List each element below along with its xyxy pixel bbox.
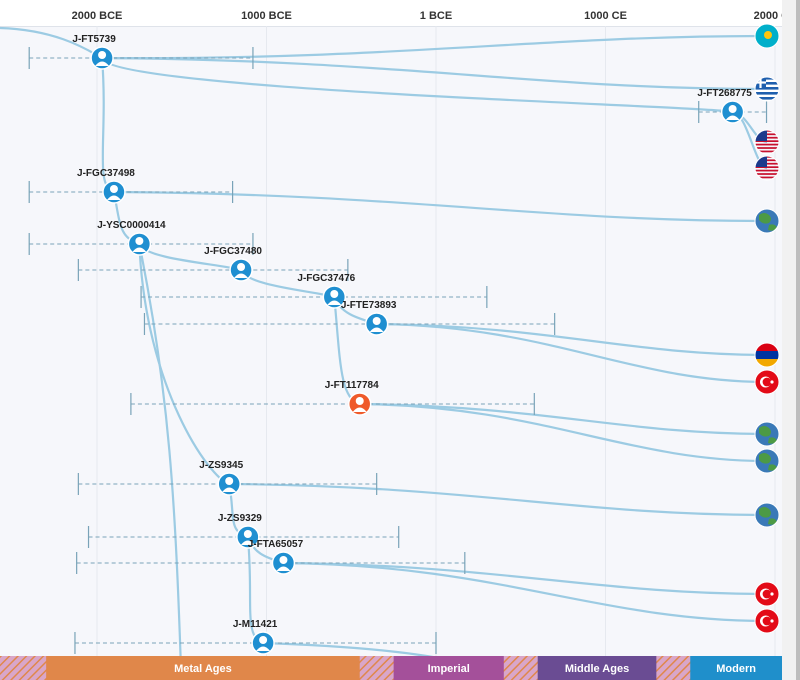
person-icon (109, 185, 118, 193)
person-icon-body (95, 61, 110, 66)
usa-flag-icon[interactable] (754, 129, 780, 155)
node-fta65057[interactable]: J-FTA65057 (248, 539, 304, 575)
leaf-branch (359, 402, 768, 463)
person-icon (225, 477, 234, 485)
turkey-flag-icon[interactable] (754, 369, 780, 395)
era-label: Middle Ages (565, 663, 629, 675)
era-modern[interactable] (690, 656, 782, 680)
leaf-branch (113, 190, 768, 223)
node-label: J-FGC37498 (77, 168, 135, 179)
node-label: J-FTA65057 (248, 539, 304, 550)
usa-flag-icon[interactable] (754, 155, 780, 181)
timeline-axis-header (0, 0, 782, 27)
node-label: J-ZS9329 (218, 513, 262, 524)
person-icon-body (256, 646, 271, 651)
person-icon-body (132, 247, 147, 252)
person-icon (279, 556, 288, 564)
era-middle-ages[interactable] (537, 656, 657, 680)
person-icon (259, 636, 268, 644)
node-ysc[interactable]: J-YSC0000414 (97, 220, 166, 256)
globe-icon[interactable] (754, 502, 780, 528)
armenia-flag-icon[interactable] (754, 342, 780, 368)
node-fgc37480[interactable]: J-FGC37480 (204, 246, 262, 282)
leaf-branch (283, 561, 768, 596)
x-tick-label: 1000 CE (584, 10, 627, 22)
turkey-flag-icon[interactable] (754, 581, 780, 607)
globe-icon[interactable] (754, 448, 780, 474)
branch-line (101, 57, 733, 114)
person-icon (243, 530, 252, 538)
leaf-branch (376, 322, 768, 384)
vertical-scrollbar[interactable] (782, 0, 800, 680)
era-label: Imperial (428, 663, 470, 675)
turkey-flag-icon[interactable] (754, 608, 780, 634)
node-fte73893[interactable]: J-FTE73893 (341, 300, 397, 336)
node-label: J-FTE73893 (341, 300, 397, 311)
node-label: J-ZS9345 (199, 460, 243, 471)
node-ft117784[interactable]: J-FT117784 (325, 380, 379, 416)
kazakhstan-flag-icon[interactable] (754, 23, 780, 49)
person-icon (98, 51, 107, 59)
node-fgc37498[interactable]: J-FGC37498 (77, 168, 135, 204)
leaf-branch (359, 402, 768, 436)
person-icon-body (106, 195, 121, 200)
node-label: J-FT5739 (72, 34, 116, 45)
person-icon-body (327, 300, 342, 305)
person-icon (330, 290, 339, 298)
leaf-branch (283, 561, 768, 623)
node-fgc37476[interactable]: J-FGC37476 (297, 273, 356, 309)
branch-line (138, 243, 183, 680)
person-icon-body (240, 540, 255, 545)
person-icon-body (276, 566, 291, 571)
node-ft5739[interactable]: J-FT5739 (72, 34, 116, 70)
node-label: J-FT268775 (697, 88, 752, 99)
node-label: J-FT117784 (325, 380, 379, 391)
person-icon-body (725, 115, 740, 120)
era-bar: Metal Ages Imperial Middle Ages Modern (0, 656, 782, 680)
leaf-branch (229, 482, 768, 517)
person-icon-body (234, 273, 249, 278)
person-icon (135, 237, 144, 245)
leaf-branch (102, 34, 768, 60)
person-icon (237, 263, 246, 271)
scrollbar-thumb[interactable] (796, 0, 800, 680)
node-label: J-YSC0000414 (97, 220, 166, 231)
person-icon (372, 317, 381, 325)
era-label: Modern (716, 663, 756, 675)
node-label: J-FGC37476 (297, 273, 355, 284)
node-label: J-FGC37480 (204, 246, 262, 257)
leaf-branch (102, 56, 768, 91)
node-zs9329[interactable]: J-ZS9329 (218, 513, 262, 549)
node-zs9345[interactable]: J-ZS9345 (199, 460, 244, 496)
leaf-branch (376, 322, 768, 357)
person-icon-body (369, 327, 384, 332)
greece-flag-icon[interactable] (754, 76, 780, 102)
person-icon (728, 105, 737, 113)
person-icon-body (222, 487, 237, 492)
node-ft268775[interactable]: J-FT268775 (697, 88, 752, 124)
x-tick-label: 2000 BCE (72, 10, 123, 22)
node-m11421[interactable]: J-M11421 (233, 619, 278, 655)
x-tick-label: 1 BCE (420, 10, 452, 22)
globe-icon[interactable] (754, 208, 780, 234)
era-label: Metal Ages (174, 663, 232, 675)
era-metal-ages[interactable] (46, 656, 360, 680)
node-label: J-M11421 (233, 619, 278, 630)
person-icon (355, 397, 364, 405)
branch-line (138, 243, 230, 486)
person-icon-body (352, 407, 367, 412)
x-tick-label: 1000 BCE (241, 10, 292, 22)
era-imperial[interactable] (393, 656, 504, 680)
globe-icon[interactable] (754, 421, 780, 447)
